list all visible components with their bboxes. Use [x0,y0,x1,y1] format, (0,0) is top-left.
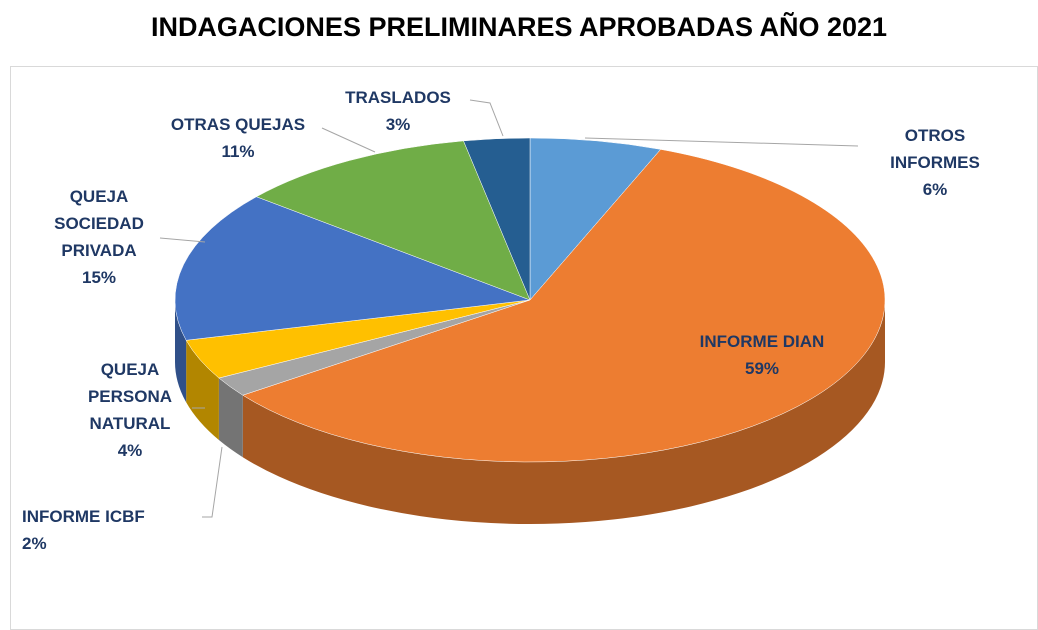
value-label: 2% [22,534,47,553]
slice [174,196,531,341]
leader-line [321,127,376,153]
slice-side [242,300,886,524]
category-label: TRASLADOS [345,88,451,107]
leader-line [584,137,859,147]
leader-line [469,99,504,137]
category-label: OTROS INFORMES [890,126,980,172]
data-label: INFORME DIAN 59% [662,328,862,382]
leader-line [159,237,206,243]
slice-side [175,300,187,403]
data-label: OTRAS QUEJAS 11% [138,111,338,165]
category-label: INFORME DIAN [699,332,825,351]
slice [463,137,531,301]
value-label: 4% [117,441,143,460]
category-label: INFORME ICBF [22,507,145,526]
data-label: INFORME ICBF 2% [22,503,222,557]
category-label: OTRAS QUEJAS [170,115,306,134]
chart-title: INDAGACIONES PRELIMINARES APROBADAS AÑO … [150,12,888,42]
data-label: QUEJA PERSONA NATURAL 4% [75,356,185,464]
value-label: 15% [81,268,117,287]
category-label: QUEJA SOCIEDAD PRIVADA [54,187,144,260]
data-label: OTROS INFORMES 6% [870,122,1000,203]
value-label: 3% [385,115,411,134]
slice-side [186,340,219,441]
slice [255,140,531,301]
value-label: 59% [744,359,780,378]
value-label: 11% [221,142,255,161]
slice [529,137,662,301]
value-label: 6% [922,180,948,199]
leader-line [202,446,223,518]
category-label: QUEJA PERSONA NATURAL [87,360,173,433]
slice [242,149,886,463]
data-label: QUEJA SOCIEDAD PRIVADA 15% [40,183,158,291]
slice-side [218,378,243,458]
data-label: TRASLADOS 3% [318,84,478,138]
